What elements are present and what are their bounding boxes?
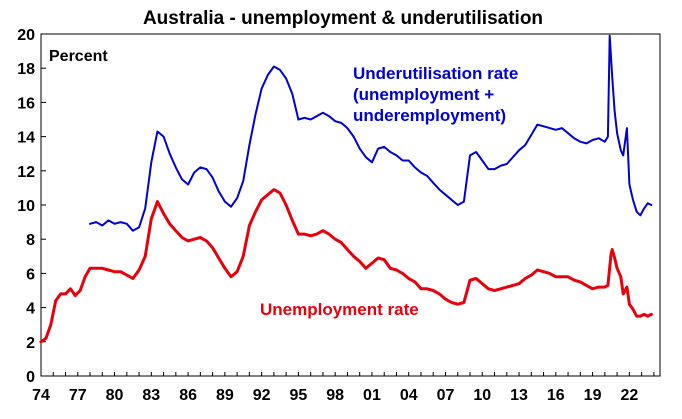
x-tick-label: 16 (547, 387, 565, 404)
x-tick-label: 74 (32, 387, 50, 404)
x-tick-label: 92 (253, 387, 271, 404)
x-tick-label: 22 (620, 387, 638, 404)
unemployment-annotation-line: Unemployment rate (260, 300, 419, 319)
x-tick-label: 77 (69, 387, 87, 404)
underutilisation-annotation-line: (unemployment + (353, 85, 494, 104)
unemployment-line (39, 188, 653, 344)
y-tick-label: 10 (17, 198, 35, 215)
y-tick-label: 4 (26, 301, 35, 318)
annotation-layer: Underutilisation rate (unemployment + unde… (260, 64, 518, 319)
y-axis-unit-label: Percent (49, 48, 108, 65)
x-tick-label: 83 (142, 387, 160, 404)
y-tick-label: 16 (17, 95, 35, 112)
underutilisation-annotation: Underutilisation rate (unemployment + unde… (353, 64, 518, 125)
y-axis: 0 2 4 6 8 10 12 14 16 18 20 (17, 27, 46, 386)
x-tick-label: 10 (473, 387, 491, 404)
y-tick-label: 8 (26, 232, 35, 249)
x-tick-label: 86 (179, 387, 197, 404)
x-tick-label: 13 (510, 387, 528, 404)
underutilisation-annotation-line: underemployment) (353, 106, 506, 125)
y-tick-label: 14 (17, 130, 35, 147)
series-layer (39, 34, 653, 344)
plot-frame (40, 33, 661, 377)
x-tick-label: 95 (290, 387, 308, 404)
unemployment-annotation: Unemployment rate (260, 300, 419, 319)
underutilisation-annotation-line: Underutilisation rate (353, 64, 518, 83)
chart-title: Australia - unemployment & underutilisat… (143, 8, 543, 29)
x-tick-label: 01 (363, 387, 381, 404)
y-tick-label: 18 (17, 61, 35, 78)
y-tick-label: 6 (26, 266, 35, 283)
x-tick-label: 07 (437, 387, 455, 404)
x-tick-label: 19 (584, 387, 602, 404)
x-tick-label: 89 (216, 387, 234, 404)
x-tick-label: 98 (326, 387, 344, 404)
underutilisation-line (89, 34, 653, 232)
x-tick-label: 80 (106, 387, 124, 404)
y-tick-label: 0 (26, 369, 35, 386)
y-tick-label: 12 (17, 164, 35, 181)
x-tick-label: 04 (400, 387, 418, 404)
y-tick-label: 2 (26, 335, 35, 352)
y-tick-label: 20 (17, 27, 35, 44)
x-axis: 74 77 80 83 86 89 92 95 98 01 04 07 10 13 16 19 22 (32, 372, 655, 404)
